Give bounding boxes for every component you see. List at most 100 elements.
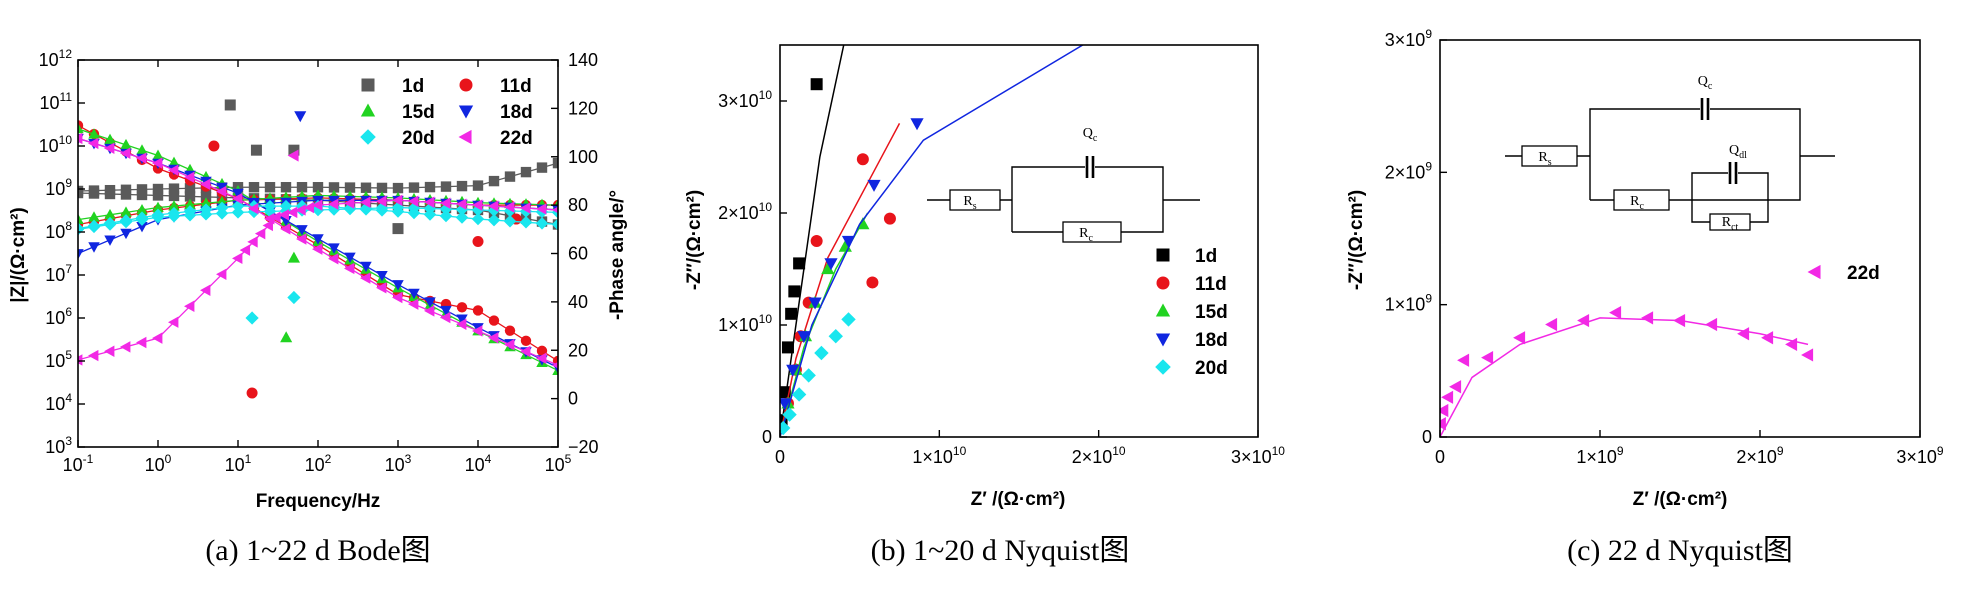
- bode-phase-point-1d: [152, 190, 164, 201]
- legend-marker-11d: [459, 78, 473, 92]
- bode-modulus-point-15d: [136, 144, 148, 155]
- bode-y-tick-label: 105: [45, 348, 72, 371]
- bode-modulus-point-22d: [184, 171, 195, 184]
- nyquist-b-caption: (b) 1~20 d Nyquist图: [871, 534, 1130, 567]
- bode-modulus-point-20d: [551, 218, 558, 231]
- bode-modulus-point-1d: [376, 182, 388, 194]
- nyquist-b-legend-label-15d: 15d: [1195, 302, 1228, 323]
- bode-modulus-point-1d: [248, 182, 260, 193]
- nyquist-b-y-tick-label: 3×1010: [718, 88, 772, 111]
- nyquist-c-point-22d: [1737, 327, 1750, 341]
- bode-phase-point-22d: [88, 349, 99, 362]
- legend-label-1d: 1d: [402, 76, 424, 97]
- bode-modulus-point-20d: [503, 214, 517, 228]
- bode-modulus-point-20d: [471, 212, 485, 226]
- nyquist-b-point-1d: [793, 257, 806, 270]
- bode-y-right-tick-label: 60: [568, 244, 588, 264]
- bode-x-tick-label: 104: [465, 452, 492, 475]
- bode-modulus-point-15d: [120, 138, 132, 150]
- bode-phase-point-1d: [136, 189, 148, 201]
- bode-modulus-point-11d: [536, 345, 548, 357]
- nyquist-b-point-20d: [841, 312, 856, 327]
- bode-modulus-point-15d: [78, 122, 84, 134]
- circuit-c-label-qc: Qc: [1698, 74, 1713, 92]
- nyquist-c-fit-22d: [1440, 317, 1809, 437]
- bode-phase-point-22d: [312, 199, 323, 211]
- bode-modulus-point-1d: [312, 182, 324, 193]
- bode-modulus-point-18d: [376, 270, 388, 282]
- bode-outlier-point-20d: [287, 290, 301, 305]
- nyquist-b-point-11d: [810, 235, 823, 247]
- bode-modulus-point-22d: [200, 178, 211, 191]
- bode-phase-point-18d: [78, 249, 84, 260]
- bode-modulus-point-1d: [408, 182, 420, 193]
- nyquist-b-point-20d: [780, 420, 791, 436]
- bode-outlier-point-15d: [280, 331, 293, 343]
- bode-y-tick-label: 103: [45, 434, 72, 457]
- bode-phase-point-22d: [392, 194, 403, 207]
- bode-modulus-point-1d: [504, 171, 516, 182]
- bode-x-tick-label: 105: [545, 452, 572, 475]
- bode-phase-point-22d: [216, 268, 227, 281]
- bode-modulus-point-22d: [168, 164, 179, 176]
- bode-modulus-point-1d: [136, 184, 148, 195]
- bode-phase-point-22d: [262, 219, 273, 232]
- bode-phase-point-22d: [152, 332, 163, 344]
- bode-modulus-point-18d: [232, 188, 244, 200]
- bode-modulus-point-22d: [552, 361, 558, 369]
- bode-outlier-point-11d: [246, 387, 258, 399]
- bode-phase-point-22d: [136, 336, 147, 349]
- bode-modulus-point-22d: [488, 332, 499, 344]
- bode-phase-point-22d: [270, 211, 281, 223]
- bode-modulus-point-22d: [120, 147, 131, 159]
- nyquist-b-y-tick-label: 0: [762, 427, 772, 447]
- bode-phase-point-18d: [104, 235, 116, 246]
- nyquist-b-point-18d: [797, 331, 811, 344]
- nyquist-b-point-18d: [786, 364, 800, 377]
- bode-modulus-point-18d: [312, 234, 324, 245]
- bode-modulus-point-22d: [152, 157, 163, 169]
- bode-phase-point-22d: [376, 195, 387, 207]
- bode-y-tick-label: 1010: [39, 133, 73, 156]
- nyquist-b-fit-18d: [780, 45, 1084, 437]
- bode-modulus-point-1d: [488, 175, 500, 187]
- nyquist-c-legend-label-22d: 22d: [1847, 263, 1880, 284]
- bode-phase-point-20d: [231, 206, 245, 219]
- nyquist-b-point-1d: [781, 341, 794, 354]
- bode-phase-point-22d: [295, 204, 306, 216]
- bode-legend: 1d 15d 20d 11d 18d 22d: [360, 76, 533, 149]
- bode-y-tick-label: 108: [45, 219, 72, 242]
- bode-modulus-point-22d: [78, 132, 83, 145]
- bode-phase-point-22d: [552, 206, 558, 214]
- bode-modulus-point-18d: [296, 225, 308, 236]
- bode-y-right-tick-label: 20: [568, 340, 588, 360]
- nyquist-b-x-tick-label: 3×1010: [1231, 444, 1285, 467]
- bode-phase-point-22d: [520, 202, 531, 214]
- bode-phase-point-22d: [344, 197, 355, 209]
- nyquist-b-point-20d: [828, 329, 843, 344]
- bode-y-tick-label: 107: [45, 262, 72, 285]
- nyquist-b-legend-label-1d: 1d: [1195, 246, 1217, 267]
- bode-y-tick-label: 106: [45, 305, 72, 328]
- bode-phase-point-22d: [286, 206, 298, 219]
- bode-outlier-point-11d: [472, 236, 484, 248]
- bode-phase-point-20d: [183, 209, 197, 222]
- bode-phase-point-20d: [87, 220, 101, 234]
- nyquist-c-point-22d: [1481, 351, 1494, 365]
- bode-modulus-point-11d: [520, 335, 532, 346]
- bode-phase-point-22d: [184, 300, 195, 312]
- bode-phase-point-15d: [78, 213, 84, 225]
- bode-modulus-point-22d: [472, 325, 483, 337]
- nyquist-b-x-tick-label: 0: [775, 447, 785, 467]
- bode-outlier-point-11d: [208, 140, 220, 152]
- nyquist-b-point-18d: [841, 235, 856, 248]
- nyquist-c-point-22d: [1673, 313, 1686, 328]
- bode-modulus-point-18d: [360, 261, 372, 273]
- legend-marker-18d: [458, 105, 474, 119]
- legend-marker-1d: [361, 78, 375, 92]
- bode-y-tick-label: 1011: [40, 90, 73, 113]
- bode-outlier-point-1d: [288, 144, 300, 156]
- bode-phase-point-22d: [254, 227, 266, 240]
- bode-modulus-point-11d: [456, 302, 468, 313]
- bode-y-tick-label: 1012: [39, 47, 73, 70]
